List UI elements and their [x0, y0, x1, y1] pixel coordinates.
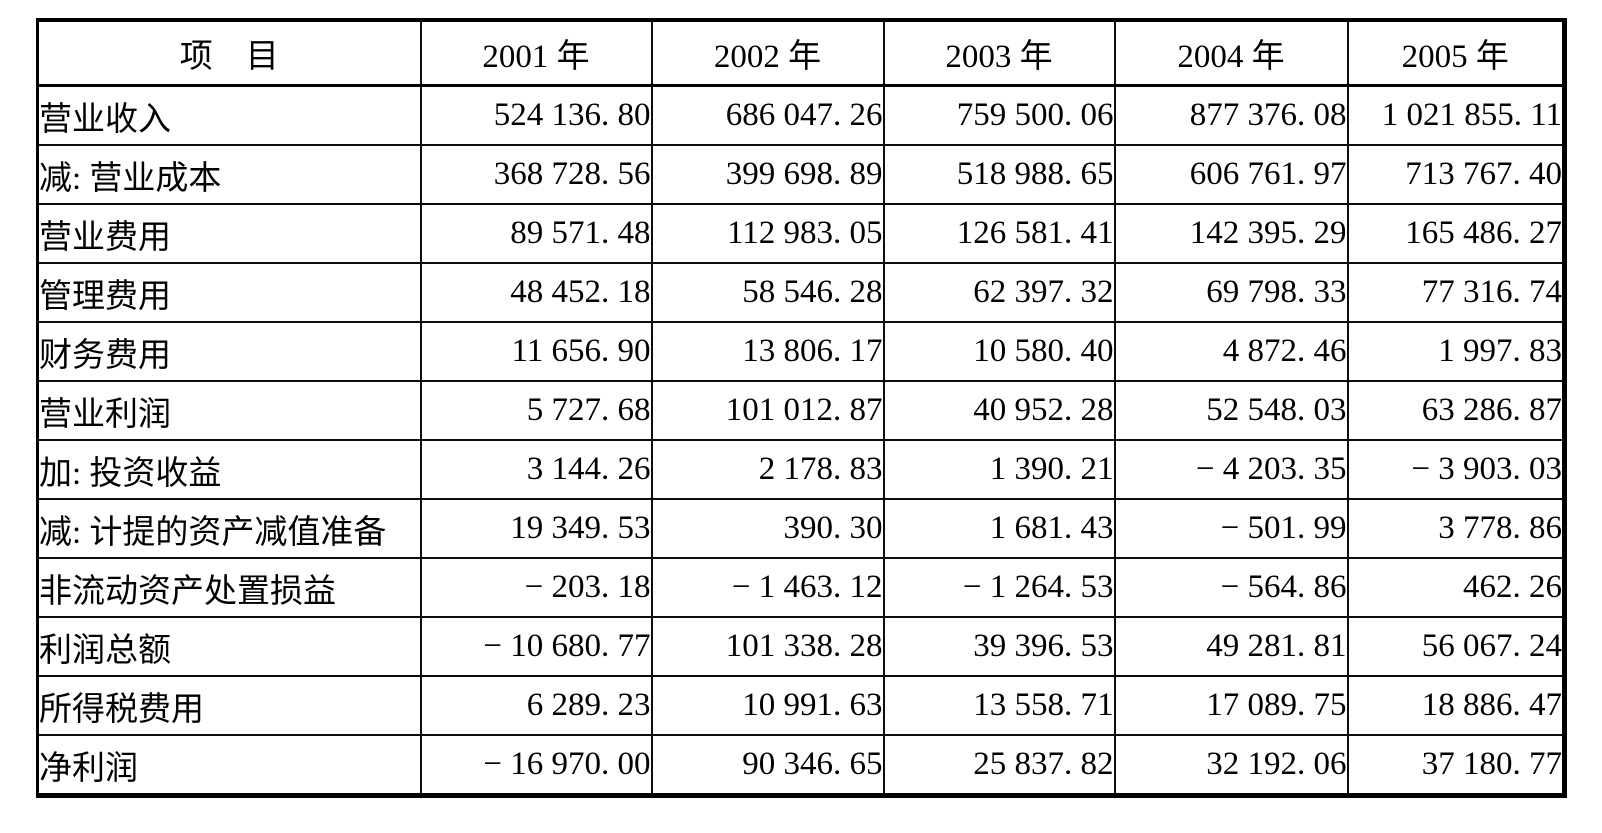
value-cell: 518 988. 65: [882, 144, 1116, 205]
value-cell: 165 486. 27: [1346, 203, 1566, 264]
column-header-item: 项 目: [36, 19, 422, 87]
value-cell: 390. 30: [650, 498, 885, 559]
value-cell: 19 349. 53: [419, 498, 653, 559]
value-cell: 1 390. 21: [882, 439, 1116, 500]
value-cell: 37 180. 77: [1346, 734, 1566, 797]
value-cell: 77 316. 74: [1346, 262, 1566, 323]
value-cell: 17 089. 75: [1113, 675, 1349, 736]
value-cell: 759 500. 06: [882, 84, 1116, 146]
item-cell: 减: 计提的资产减值准备: [36, 498, 422, 559]
value-cell: 13 558. 71: [882, 675, 1116, 736]
value-cell: 25 837. 82: [882, 734, 1116, 797]
value-cell: − 10 680. 77: [419, 616, 653, 677]
value-cell: − 1 463. 12: [650, 557, 885, 618]
table-row: 净利润 − 16 970. 00 90 346. 65 25 837. 82 32 19…: [36, 734, 1566, 797]
table-row: 营业费用 89 571. 48 112 983. 05 126 581. 41 142 …: [36, 203, 1566, 264]
value-cell: − 4 203. 35: [1113, 439, 1349, 500]
value-cell: 101 338. 28: [650, 616, 885, 677]
value-cell: 56 067. 24: [1346, 616, 1566, 677]
value-cell: 1 021 855. 11: [1346, 84, 1566, 146]
table-row: 营业利润 5 727. 68 101 012. 87 40 952. 28 52 548…: [36, 380, 1566, 441]
item-cell: 利润总额: [36, 616, 422, 677]
value-cell: 368 728. 56: [419, 144, 653, 205]
table-row: 利润总额 − 10 680. 77 101 338. 28 39 396. 53 49 …: [36, 616, 1566, 677]
item-cell: 非流动资产处置损益: [36, 557, 422, 618]
value-cell: 39 396. 53: [882, 616, 1116, 677]
value-cell: 606 761. 97: [1113, 144, 1349, 205]
value-cell: 32 192. 06: [1113, 734, 1349, 797]
column-header-year-2002: 2002 年: [650, 19, 885, 87]
value-cell: 40 952. 28: [882, 380, 1116, 441]
value-cell: 10 580. 40: [882, 321, 1116, 382]
value-cell: 524 136. 80: [419, 84, 653, 146]
table-row: 加: 投资收益 3 144. 26 2 178. 83 1 390. 21− 4 20…: [36, 439, 1566, 500]
item-cell: 营业收入: [36, 84, 422, 146]
value-cell: − 1 264. 53: [882, 557, 1116, 618]
value-cell: 10 991. 63: [650, 675, 885, 736]
value-cell: 713 767. 40: [1346, 144, 1566, 205]
financial-table: 项 目 2001 年 2002 年 2003 年 2004 年 2005 年 营…: [36, 18, 1567, 798]
item-cell: 财务费用: [36, 321, 422, 382]
value-cell: 11 656. 90: [419, 321, 653, 382]
table-row: 管理费用 48 452. 18 58 546. 28 62 397. 32 69 798…: [36, 262, 1566, 323]
value-cell: 126 581. 41: [882, 203, 1116, 264]
item-cell: 加: 投资收益: [36, 439, 422, 500]
value-cell: − 501. 99: [1113, 498, 1349, 559]
value-cell: 89 571. 48: [419, 203, 653, 264]
value-cell: 101 012. 87: [650, 380, 885, 441]
value-cell: 62 397. 32: [882, 262, 1116, 323]
value-cell: 48 452. 18: [419, 262, 653, 323]
value-cell: − 564. 86: [1113, 557, 1349, 618]
value-cell: 142 395. 29: [1113, 203, 1349, 264]
value-cell: 49 281. 81: [1113, 616, 1349, 677]
value-cell: 63 286. 87: [1346, 380, 1566, 441]
value-cell: − 3 903. 03: [1346, 439, 1566, 500]
table-row: 非流动资产处置损益 − 203. 18− 1 463. 12− 1 264. 53…: [36, 557, 1566, 618]
value-cell: 3 144. 26: [419, 439, 653, 500]
value-cell: 3 778. 86: [1346, 498, 1566, 559]
value-cell: − 16 970. 00: [419, 734, 653, 797]
value-cell: 13 806. 17: [650, 321, 885, 382]
column-header-year-2003: 2003 年: [882, 19, 1116, 87]
column-header-year-2001: 2001 年: [419, 19, 653, 87]
value-cell: 399 698. 89: [650, 144, 885, 205]
table-row: 营业收入 524 136. 80 686 047. 26 759 500. 06 877…: [36, 84, 1566, 146]
value-cell: 2 178. 83: [650, 439, 885, 500]
item-cell: 营业利润: [36, 380, 422, 441]
item-cell: 净利润: [36, 734, 422, 797]
value-cell: 18 886. 47: [1346, 675, 1566, 736]
header-row: 项 目 2001 年 2002 年 2003 年 2004 年 2005 年: [36, 19, 1566, 87]
value-cell: 5 727. 68: [419, 380, 653, 441]
item-cell: 减: 营业成本: [36, 144, 422, 205]
value-cell: 1 997. 83: [1346, 321, 1566, 382]
table-row: 减: 计提的资产减值准备 19 349. 53 390. 30 1 681. 43− …: [36, 498, 1566, 559]
value-cell: 90 346. 65: [650, 734, 885, 797]
item-cell: 营业费用: [36, 203, 422, 264]
table-row: 减: 营业成本 368 728. 56 399 698. 89 518 988. 65…: [36, 144, 1566, 205]
value-cell: 1 681. 43: [882, 498, 1116, 559]
value-cell: 462. 26: [1346, 557, 1566, 618]
column-header-year-2005: 2005 年: [1346, 19, 1566, 87]
value-cell: 877 376. 08: [1113, 84, 1349, 146]
value-cell: − 203. 18: [419, 557, 653, 618]
value-cell: 4 872. 46: [1113, 321, 1349, 382]
table-row: 财务费用 11 656. 90 13 806. 17 10 580. 40 4 872.…: [36, 321, 1566, 382]
table-row: 所得税费用 6 289. 23 10 991. 63 13 558. 71 17 089…: [36, 675, 1566, 736]
item-cell: 所得税费用: [36, 675, 422, 736]
item-cell: 管理费用: [36, 262, 422, 323]
column-header-year-2004: 2004 年: [1113, 19, 1349, 87]
value-cell: 686 047. 26: [650, 84, 885, 146]
value-cell: 69 798. 33: [1113, 262, 1349, 323]
value-cell: 112 983. 05: [650, 203, 885, 264]
value-cell: 6 289. 23: [419, 675, 653, 736]
value-cell: 58 546. 28: [650, 262, 885, 323]
value-cell: 52 548. 03: [1113, 380, 1349, 441]
document-sheet: 项 目 2001 年 2002 年 2003 年 2004 年 2005 年 营…: [36, 18, 1567, 798]
